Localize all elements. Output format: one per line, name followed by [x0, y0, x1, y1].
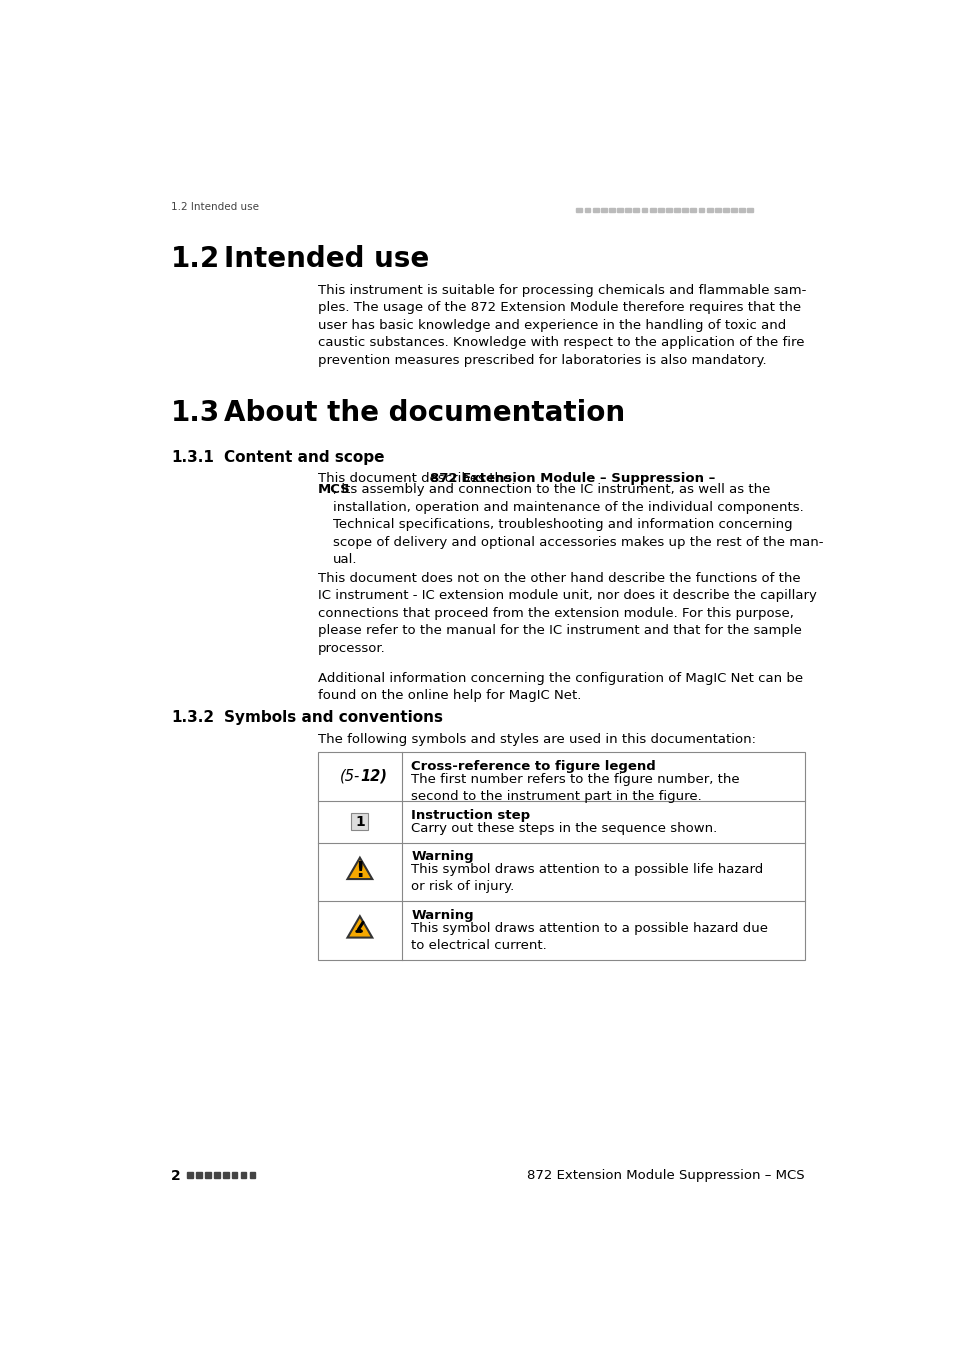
Text: 1.3.1: 1.3.1 — [171, 450, 213, 464]
Bar — [214, 1172, 219, 1177]
Bar — [241, 1172, 246, 1177]
Text: 2: 2 — [171, 1169, 181, 1183]
Text: Intended use: Intended use — [224, 246, 429, 273]
Text: 1.2 Intended use: 1.2 Intended use — [171, 202, 259, 212]
Text: This symbol draws attention to a possible hazard due
to electrical current.: This symbol draws attention to a possibl… — [411, 922, 767, 952]
Text: 1.2: 1.2 — [171, 246, 220, 273]
Bar — [187, 1172, 193, 1177]
Bar — [714, 208, 720, 212]
Bar — [690, 208, 696, 212]
Bar — [730, 208, 736, 212]
Bar — [681, 208, 687, 212]
Bar — [196, 1172, 202, 1177]
Bar — [649, 208, 655, 212]
Bar — [317, 752, 804, 960]
Text: 1: 1 — [355, 815, 364, 829]
Bar — [739, 208, 744, 212]
Text: (5-: (5- — [339, 769, 359, 784]
Text: Cross-reference to figure legend: Cross-reference to figure legend — [411, 760, 656, 772]
Bar — [746, 208, 753, 212]
Text: Additional information concerning the configuration of MagIC Net can be
found on: Additional information concerning the co… — [317, 672, 801, 702]
Bar — [706, 208, 712, 212]
Text: This document does not on the other hand describe the functions of the
IC instru: This document does not on the other hand… — [317, 571, 816, 655]
Text: Symbols and conventions: Symbols and conventions — [224, 710, 442, 725]
Text: The following symbols and styles are used in this documentation:: The following symbols and styles are use… — [317, 733, 755, 747]
Text: !: ! — [355, 861, 364, 882]
Bar — [600, 208, 606, 212]
Text: Carry out these steps in the sequence shown.: Carry out these steps in the sequence sh… — [411, 822, 717, 834]
Bar — [617, 208, 622, 212]
Bar — [665, 208, 671, 212]
Text: 1.3.2: 1.3.2 — [171, 710, 214, 725]
Text: About the documentation: About the documentation — [224, 400, 624, 427]
Bar — [633, 208, 639, 212]
Bar — [250, 1172, 255, 1177]
Bar — [232, 1172, 237, 1177]
Bar — [576, 208, 581, 212]
Bar — [608, 208, 615, 212]
Text: The first number refers to the figure number, the
second to the instrument part : The first number refers to the figure nu… — [411, 774, 740, 803]
Bar — [584, 208, 590, 212]
Bar — [674, 208, 679, 212]
Polygon shape — [347, 917, 372, 937]
Bar — [641, 208, 647, 212]
Text: 872 Extension Module Suppression – MCS: 872 Extension Module Suppression – MCS — [527, 1169, 804, 1183]
Text: Instruction step: Instruction step — [411, 809, 530, 822]
Text: This document describes the: This document describes the — [317, 471, 515, 485]
Text: This instrument is suitable for processing chemicals and flammable sam-
ples. Th: This instrument is suitable for processi… — [317, 284, 805, 367]
Text: 872 Extension Module – Suppression –: 872 Extension Module – Suppression – — [430, 471, 715, 485]
Bar — [722, 208, 728, 212]
Bar — [223, 1172, 229, 1177]
Polygon shape — [347, 857, 372, 879]
Bar — [592, 208, 598, 212]
Bar — [658, 208, 663, 212]
Text: 12): 12) — [359, 769, 386, 784]
Text: This symbol draws attention to a possible life hazard
or risk of injury.: This symbol draws attention to a possibl… — [411, 864, 762, 894]
Text: MCS: MCS — [317, 483, 350, 495]
Text: Warning: Warning — [411, 909, 474, 922]
Text: , its assembly and connection to the IC instrument, as well as the
installation,: , its assembly and connection to the IC … — [333, 483, 822, 566]
Text: Content and scope: Content and scope — [224, 450, 384, 464]
Bar — [624, 208, 631, 212]
Bar — [698, 208, 703, 212]
Text: Warning: Warning — [411, 850, 474, 864]
Text: 1.3: 1.3 — [171, 400, 220, 427]
Bar — [205, 1172, 211, 1177]
Bar — [351, 814, 368, 830]
